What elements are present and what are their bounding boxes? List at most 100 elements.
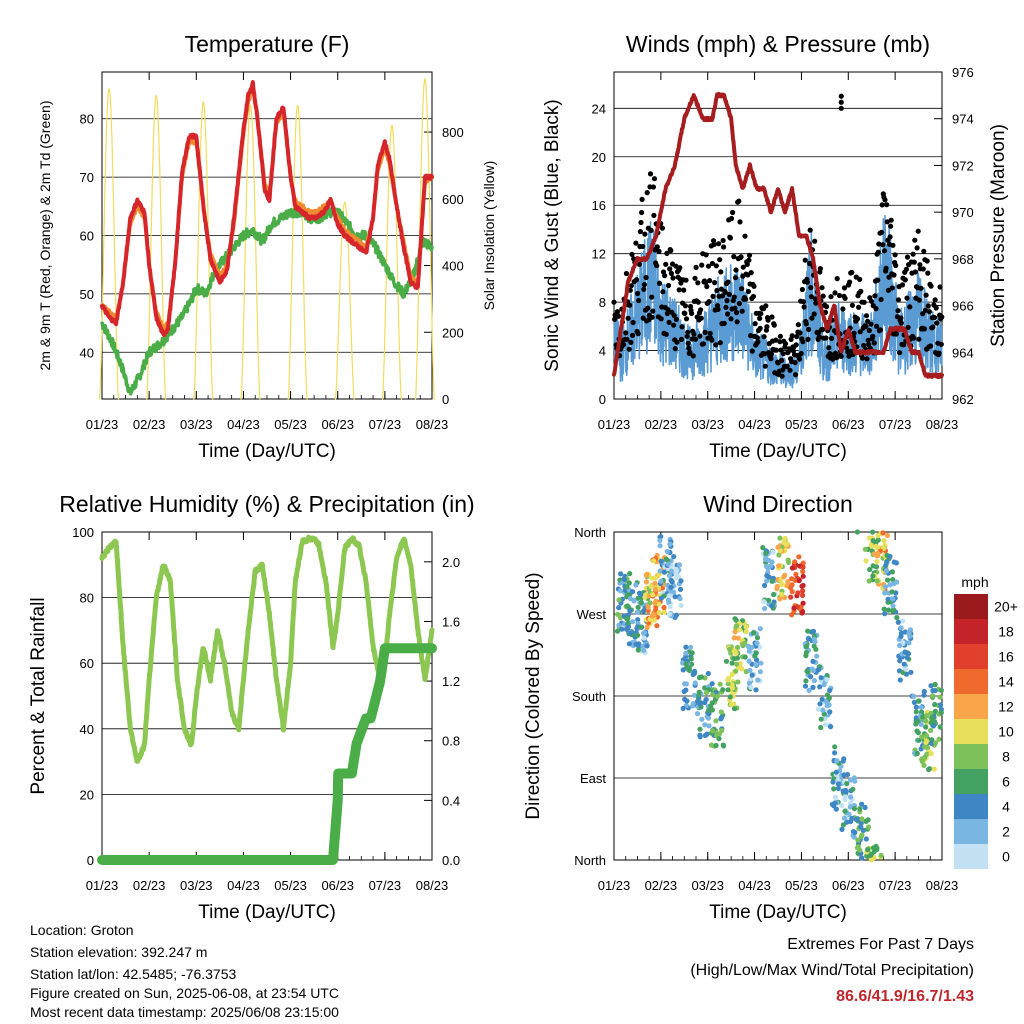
- gust-point: [663, 261, 669, 267]
- gust-point: [881, 248, 888, 254]
- gust-point: [709, 337, 715, 343]
- temperature-ytick-label: 60: [80, 229, 94, 244]
- direction-point: [636, 590, 643, 596]
- gust-point: [802, 257, 808, 263]
- direction-point: [832, 750, 838, 756]
- gust-point: [844, 345, 850, 351]
- gust-point: [912, 237, 918, 243]
- gust-point: [780, 351, 786, 357]
- gust-point: [640, 243, 646, 250]
- direction-point: [734, 661, 740, 667]
- direction-point: [855, 844, 861, 850]
- direction-point: [634, 609, 641, 615]
- gust-point: [715, 306, 721, 312]
- gust-point: [823, 335, 829, 341]
- temperature-xtick-label: 07/23: [369, 417, 402, 432]
- gust-point: [779, 357, 785, 363]
- direction-point: [678, 578, 684, 584]
- gust-point: [656, 248, 662, 254]
- gust-point: [651, 212, 657, 218]
- gust-point: [871, 340, 877, 346]
- solar-insolation-line: [287, 104, 308, 400]
- gust-point: [635, 331, 641, 337]
- colorbar-label: 2: [1002, 824, 1010, 840]
- gust-point: [763, 303, 769, 309]
- gust-point: [794, 334, 800, 340]
- gust-point: [771, 322, 777, 328]
- gust-point: [925, 270, 931, 276]
- gust-point: [705, 263, 712, 269]
- direction-point: [736, 627, 743, 633]
- winds-xtick-label: 04/23: [738, 417, 771, 432]
- direction-point: [932, 682, 938, 688]
- gust-point: [713, 263, 719, 269]
- direction-point: [883, 584, 889, 590]
- direction-point: [694, 711, 701, 717]
- direction-point: [874, 578, 880, 584]
- direction-point: [907, 633, 913, 639]
- direction-point: [680, 705, 686, 712]
- rh-y2tick-label: 0.8: [442, 734, 460, 749]
- gust-point: [703, 252, 709, 258]
- direction-point: [881, 538, 887, 544]
- direction-point: [788, 585, 794, 591]
- direction-point: [690, 703, 696, 709]
- rh-xlabel: Time (Day/UTC): [198, 902, 336, 923]
- direction-point: [862, 804, 868, 811]
- direction-point: [906, 640, 912, 646]
- direction-point: [638, 600, 644, 606]
- winds-y2tick-label: 974: [952, 112, 974, 127]
- direction-point: [937, 702, 944, 708]
- gust-point: [795, 322, 802, 328]
- direction-point: [752, 653, 758, 659]
- rh-y2tick-label: 1.2: [442, 674, 460, 689]
- colorbar-swatch: [954, 594, 988, 619]
- direction-point: [786, 559, 792, 566]
- gust-point: [882, 197, 888, 203]
- direction-point: [683, 644, 689, 650]
- gust-point: [651, 176, 658, 182]
- gust-point: [686, 345, 692, 351]
- direction-point: [661, 604, 667, 611]
- gust-point: [880, 242, 886, 248]
- direction-point: [647, 600, 653, 606]
- gust-point: [707, 330, 713, 336]
- direction-point: [870, 538, 876, 544]
- gust-point: [879, 202, 885, 208]
- direction-point: [789, 612, 795, 618]
- winds-xtick-label: 05/23: [785, 417, 818, 432]
- direction-point: [868, 857, 874, 863]
- rh-xtick-label: 06/23: [321, 878, 354, 893]
- gust-point: [800, 339, 806, 345]
- gust-point: [798, 350, 804, 357]
- direction-point: [820, 707, 826, 713]
- direction-point: [915, 698, 922, 704]
- gust-outlier-point: [838, 99, 844, 105]
- gust-point: [875, 249, 881, 255]
- direction-point: [937, 694, 943, 700]
- gust-point: [677, 265, 683, 271]
- gust-point: [768, 356, 774, 362]
- gust-point: [868, 298, 875, 304]
- direction-point: [710, 692, 716, 698]
- direction-point: [835, 777, 841, 783]
- direction-point: [913, 709, 919, 715]
- direction-point: [657, 537, 663, 544]
- gust-point: [728, 215, 735, 222]
- direction-point: [665, 561, 672, 567]
- gust-point: [890, 242, 896, 248]
- winds-y2tick-label: 962: [952, 392, 974, 407]
- direction-point: [858, 833, 864, 840]
- direction-point: [669, 568, 675, 574]
- colorbar-label: 18: [998, 624, 1014, 640]
- gust-point: [648, 227, 654, 233]
- gust-point: [773, 337, 779, 343]
- gust-point: [928, 283, 934, 289]
- direction-point: [735, 679, 741, 685]
- temperature-xtick-label: 05/23: [274, 417, 307, 432]
- direction-point: [733, 668, 739, 674]
- rh-xtick-label: 05/23: [274, 878, 307, 893]
- direction-point: [706, 723, 712, 729]
- direction-point: [733, 650, 739, 656]
- gust-point: [639, 196, 645, 202]
